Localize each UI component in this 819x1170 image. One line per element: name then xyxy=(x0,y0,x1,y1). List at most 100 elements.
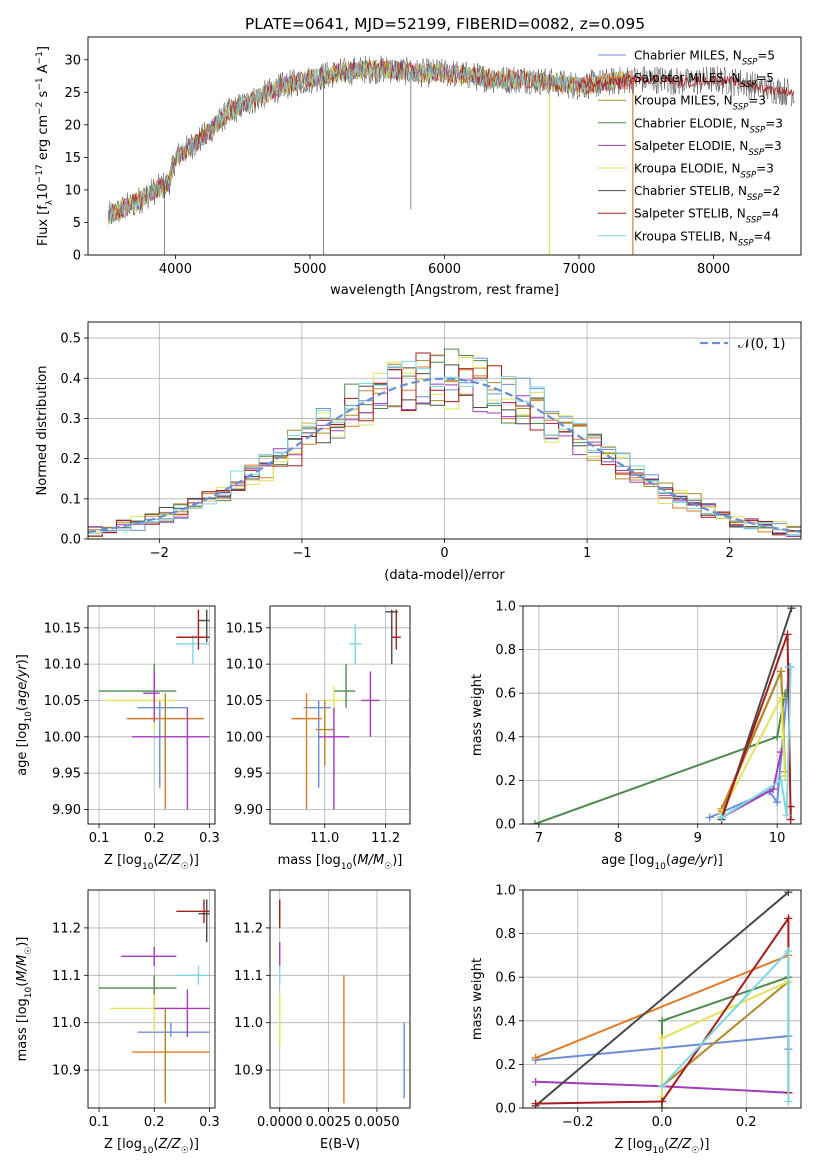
weight-point-marker xyxy=(658,1097,666,1106)
x-tick-label: 8000 xyxy=(697,262,730,277)
y-tick-label: 0.5 xyxy=(60,332,81,347)
weight-point-marker xyxy=(658,1082,666,1091)
y-tick-label: 0.2 xyxy=(60,452,81,467)
age-vs-mass-panel: 11.0 11.2 9.90 9.95 10.00 10.05 10.10 10.15 mass… xyxy=(226,605,411,872)
y-tick-label: 0.6 xyxy=(495,971,516,986)
legend-entry: Kroupa STELIB, NSSP=4 xyxy=(634,229,771,248)
weight-point-marker xyxy=(783,630,792,639)
x-axis-label: (data-model)/error xyxy=(384,568,505,583)
axes-frame xyxy=(87,605,216,825)
axes-frame xyxy=(87,889,216,1109)
y-tick-label: 10.05 xyxy=(226,694,263,709)
weight-point-marker xyxy=(530,820,539,824)
x-tick-label: 0.3 xyxy=(199,1115,220,1130)
x-tick-label: 8 xyxy=(614,831,622,846)
y-tick-label: 25 xyxy=(64,86,81,101)
weight-point-marker xyxy=(531,1077,540,1086)
x-tick-label: −1 xyxy=(292,546,311,561)
y-tick-label: 0.4 xyxy=(495,1014,516,1029)
weight-series-line xyxy=(720,693,787,814)
y-tick-label: 11.2 xyxy=(234,921,263,936)
x-tick-label: 4000 xyxy=(159,262,192,277)
weight-series-line xyxy=(661,948,790,1102)
y-tick-label: 0 xyxy=(73,249,81,264)
legend-entry: Chabrier ELODIE, NSSP=3 xyxy=(634,116,783,135)
weight-point-marker xyxy=(784,1097,793,1106)
weight-point-marker xyxy=(717,813,726,822)
legend-entry: Salpeter MILES, NSSP=5 xyxy=(634,71,774,90)
y-axis-label: Flux [fλ10−17 erg cm−2 s−1 A−1] xyxy=(35,46,55,246)
weight-point-marker xyxy=(786,802,795,811)
y-tick-label: 5 xyxy=(73,216,81,231)
y-tick-label: 10.9 xyxy=(234,1064,263,1079)
y-tick-label: 10.15 xyxy=(44,621,81,636)
y-tick-label: 11.1 xyxy=(234,969,263,984)
x-tick-label: 0.0050 xyxy=(354,1115,400,1130)
y-tick-label: 10.00 xyxy=(226,730,263,745)
residuals-panel: −2 −1 0 1 2 0.0 0.1 0.2 0.3 0.4 0.5 𝒩(0, 1) (data-mo… xyxy=(35,321,802,583)
weight-point-marker xyxy=(786,663,795,672)
x-tick-label: 0.2 xyxy=(144,1115,165,1130)
x-axis-label: mass [log10(M/M☉)] xyxy=(278,853,403,872)
x-tick-label: 0.2 xyxy=(144,831,165,846)
y-tick-label: 11.1 xyxy=(52,969,81,984)
y-tick-label: 10.15 xyxy=(226,621,263,636)
weight-point-marker xyxy=(777,667,786,676)
axes-frame xyxy=(269,605,411,825)
x-axis-label: E(B-V) xyxy=(320,1137,360,1152)
y-axis-label: mass weight xyxy=(470,674,485,756)
x-axis-label: Z [log10(Z/Z☉)] xyxy=(615,1137,710,1156)
plot-area xyxy=(107,55,795,255)
y-tick-label: 0.2 xyxy=(495,774,516,789)
histogram-series xyxy=(88,360,801,536)
x-tick-label: 0.1 xyxy=(89,1115,110,1130)
y-tick-label: 0.6 xyxy=(495,687,516,702)
y-tick-label: 11.2 xyxy=(52,921,81,936)
weight-series-line xyxy=(534,891,790,1107)
weight-point-marker xyxy=(782,811,791,820)
weight-point-marker xyxy=(777,776,786,785)
y-axis-label: age [log10(age/yr)] xyxy=(15,654,34,776)
axes-frame xyxy=(269,889,411,1109)
y-tick-label: 0.0 xyxy=(495,818,516,833)
y-tick-label: 0.0 xyxy=(60,533,81,548)
axes-frame xyxy=(522,889,802,1109)
weight-vs-age-panel: 7 8 9 10 0.0 0.2 0.4 0.6 0.8 1.0 age [log10(age/yr… xyxy=(470,600,802,872)
weight-point-marker xyxy=(773,798,782,807)
x-tick-label: 11.0 xyxy=(310,831,339,846)
weight-point-marker xyxy=(787,606,796,613)
weight-point-marker xyxy=(773,732,782,741)
x-axis-label: Z [log10(Z/Z☉)] xyxy=(104,853,199,872)
legend-entry: Kroupa MILES, NSSP=3 xyxy=(634,94,766,113)
weight-point-marker xyxy=(777,693,786,702)
y-tick-label: 10.9 xyxy=(52,1064,81,1079)
weight-point-marker xyxy=(784,914,793,923)
legend-entry: Chabrier MILES, NSSP=5 xyxy=(634,49,775,68)
legend-entry: Salpeter STELIB, NSSP=4 xyxy=(634,207,779,226)
legend-entry: Chabrier STELIB, NSSP=2 xyxy=(634,184,780,203)
y-tick-label: 10.10 xyxy=(44,658,81,673)
x-tick-label: 6000 xyxy=(428,262,461,277)
x-tick-label: 0 xyxy=(440,546,448,561)
y-tick-label: 10.05 xyxy=(44,694,81,709)
y-tick-label: 10.10 xyxy=(226,658,263,673)
y-tick-label: 1.0 xyxy=(495,600,516,615)
y-tick-label: 9.90 xyxy=(52,803,81,818)
y-tick-label: 9.90 xyxy=(234,803,263,818)
y-tick-label: 9.95 xyxy=(234,767,263,782)
y-axis-label: Normed distribution xyxy=(35,366,50,496)
spectrum-model-line xyxy=(107,59,634,225)
y-axis-label: mass weight xyxy=(470,958,485,1040)
y-tick-label: 9.95 xyxy=(52,767,81,782)
axes-frame xyxy=(87,36,802,256)
x-axis-label: Z [log10(Z/Z☉)] xyxy=(104,1137,199,1156)
y-tick-label: 11.0 xyxy=(234,1016,263,1031)
weight-point-marker xyxy=(658,1034,666,1043)
figure-title: PLATE=0641, MJD=52199, FIBERID=0082, z=0… xyxy=(245,15,645,33)
weight-point-marker xyxy=(658,1016,666,1025)
x-axis-label: wavelength [Angstrom, rest frame] xyxy=(330,283,559,298)
y-tick-label: 0.2 xyxy=(495,1058,516,1073)
y-tick-label: 0.8 xyxy=(495,643,516,658)
weight-series-line xyxy=(721,666,792,819)
